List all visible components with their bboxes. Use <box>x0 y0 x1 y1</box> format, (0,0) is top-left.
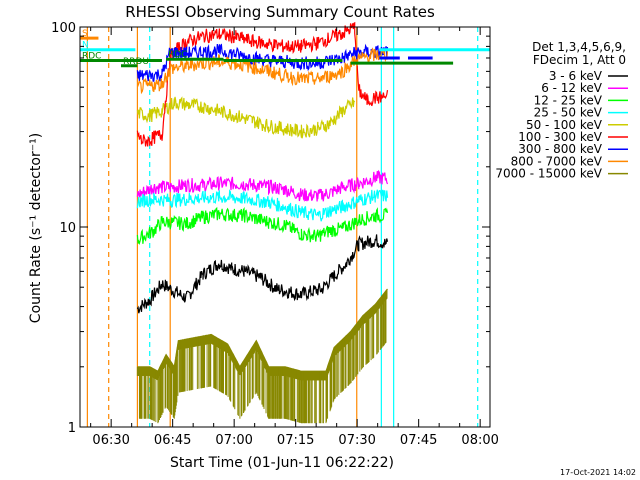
series-line <box>136 206 389 246</box>
chart-title: RHESSI Observing Summary Count Rates <box>125 3 435 21</box>
legend-entry-label: 800 - 7000 keV <box>511 154 603 168</box>
legend-entry-label: 50 - 100 keV <box>526 118 603 132</box>
series-line <box>136 47 389 95</box>
series-line <box>136 234 389 314</box>
series-line <box>136 169 389 203</box>
legend-entry-label: 7000 - 15000 keV <box>495 167 602 181</box>
legend-entry-label: 25 - 50 keV <box>534 106 603 120</box>
legend-entry-label: 12 - 25 keV <box>534 93 603 107</box>
x-tick-label: 07:45 <box>400 433 437 448</box>
x-tick-label: 07:00 <box>215 433 252 448</box>
y-tick-label: 1 <box>68 421 76 436</box>
footer-date: 17-Oct-2021 14:02 <box>560 468 636 477</box>
y-axis: 1 10 100 <box>51 21 490 436</box>
series-layer <box>136 21 389 424</box>
legend-entry-label: 3 - 6 keV <box>549 69 603 83</box>
x-tick-label: 07:15 <box>277 433 314 448</box>
x-tick-label: 06:45 <box>154 433 191 448</box>
series-line <box>136 43 389 82</box>
x-tick-label: 07:30 <box>338 433 375 448</box>
y-tick-label: 10 <box>59 221 76 236</box>
legend-header: FDecim 1, Att 0 <box>533 53 626 67</box>
legend-header: Det 1,3,4,5,6,9, <box>532 40 626 54</box>
legend: Det 1,3,4,5,6,9,FDecim 1, Att 0 3 - 6 keV… <box>495 40 628 181</box>
y-tick-label: 100 <box>51 21 76 36</box>
x-axis: 06:30 06:45 07:00 07:15 07:30 07:45 08:00 <box>90 27 499 448</box>
legend-entry-label: 6 - 12 keV <box>541 81 603 95</box>
legend-entry-label: 300 - 800 keV <box>518 142 602 156</box>
x-tick-label: 08:00 <box>461 433 498 448</box>
flag-label: RDC <box>82 51 101 61</box>
series-line <box>136 189 389 222</box>
y-axis-label: Count Rate (s⁻¹ detector⁻¹) <box>28 133 44 323</box>
flag-label: RRDU <box>123 57 149 67</box>
flag-label: RDC <box>168 50 187 60</box>
vertical-markers <box>86 27 479 427</box>
series-line <box>136 96 356 139</box>
series-line <box>136 21 389 147</box>
flag-label: N <box>82 41 89 51</box>
flag-label: S <box>82 29 88 39</box>
x-tick-label: 06:30 <box>92 433 129 448</box>
legend-entry-label: 100 - 300 keV <box>518 130 602 144</box>
x-axis-label: Start Time (01-Jun-11 06:22:22) <box>170 455 394 471</box>
